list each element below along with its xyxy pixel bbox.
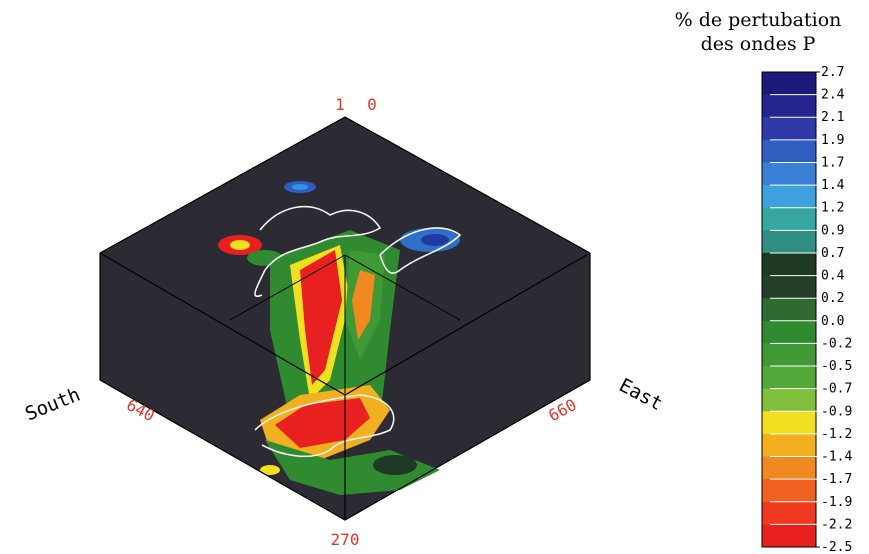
colorbar-tick-label: 2.7 xyxy=(821,65,844,80)
colorbar-tick-label: -1.9 xyxy=(821,495,852,510)
colorbar-tick-label: 1.9 xyxy=(821,133,844,148)
top-label-1: 1 xyxy=(335,95,345,114)
colorbar-band xyxy=(762,366,816,390)
legend-title-line1: % de pertubation xyxy=(674,9,842,31)
colorbar-tick-label: 2.4 xyxy=(821,88,845,103)
colorbar-tick-label: -0.9 xyxy=(821,404,852,419)
colorbar-band xyxy=(762,230,816,254)
colorbar-tick-label: -0.5 xyxy=(821,359,852,374)
bottom-axis-number: 270 xyxy=(331,530,360,549)
colorbar: 2.7 2.4 2.1 1.9 1.7 1.4 1.2 0.9 0.7 0.4 0.2 0.0 -0.2… xyxy=(761,65,852,554)
colorbar-band xyxy=(762,411,816,435)
colorbar-band xyxy=(762,456,816,480)
colorbar-band xyxy=(762,72,816,96)
block-edges xyxy=(99,116,591,521)
south-axis-label: South xyxy=(22,384,83,426)
colorbar-band xyxy=(762,207,816,231)
colorbar-band xyxy=(762,275,816,299)
coastline-outline xyxy=(254,205,462,458)
colorbar-tick-label: 2.1 xyxy=(821,110,844,125)
colorbar-band xyxy=(762,524,816,548)
colorbar-band xyxy=(762,433,816,458)
colorbar-band xyxy=(762,94,816,118)
colorbar-tick-label: -0.2 xyxy=(821,336,852,351)
colorbar-band xyxy=(762,320,816,344)
colorbar-band xyxy=(762,388,816,412)
east-axis-label: East xyxy=(615,374,666,415)
colorbar-band xyxy=(762,139,816,163)
cutaway-edges xyxy=(229,254,461,395)
colorbar-tick-label: 1.2 xyxy=(821,201,844,216)
colorbar-band xyxy=(762,117,816,141)
colorbar-band xyxy=(762,252,816,277)
legend-title-line2: des ondes P xyxy=(700,33,816,55)
colorbar-tick-label: -1.2 xyxy=(821,427,852,442)
colorbar-band xyxy=(762,479,816,503)
colorbar-tick-label: 0.0 xyxy=(821,314,844,329)
colorbar-tick-label: -0.7 xyxy=(821,382,852,397)
colorbar-band xyxy=(762,298,816,322)
legend-title: % de pertubation des ondes P xyxy=(648,8,868,56)
colorbar-tick-label: 0.7 xyxy=(821,246,844,261)
colorbar-tick-label: -2.2 xyxy=(821,517,852,532)
colorbar-tick-label: 1.4 xyxy=(821,178,845,193)
colorbar-tick-label: 1.7 xyxy=(821,155,844,170)
colorbar-tick-label: 0.4 xyxy=(821,269,845,284)
block-right-face xyxy=(345,253,590,520)
colorbar-tick-label: -1.4 xyxy=(821,450,852,465)
colorbar-tick-label: -1.7 xyxy=(821,472,852,487)
colorbar-band xyxy=(762,185,816,209)
colorbar-tick-label: -2.5 xyxy=(821,540,852,554)
colorbar-tick-label: 0.2 xyxy=(821,291,844,306)
colorbar-band xyxy=(762,501,816,525)
colorbar-tick-label: 0.9 xyxy=(821,223,844,238)
colorbar-band xyxy=(762,162,816,186)
colorbar-band xyxy=(762,343,816,367)
top-label-0: 0 xyxy=(367,95,377,114)
